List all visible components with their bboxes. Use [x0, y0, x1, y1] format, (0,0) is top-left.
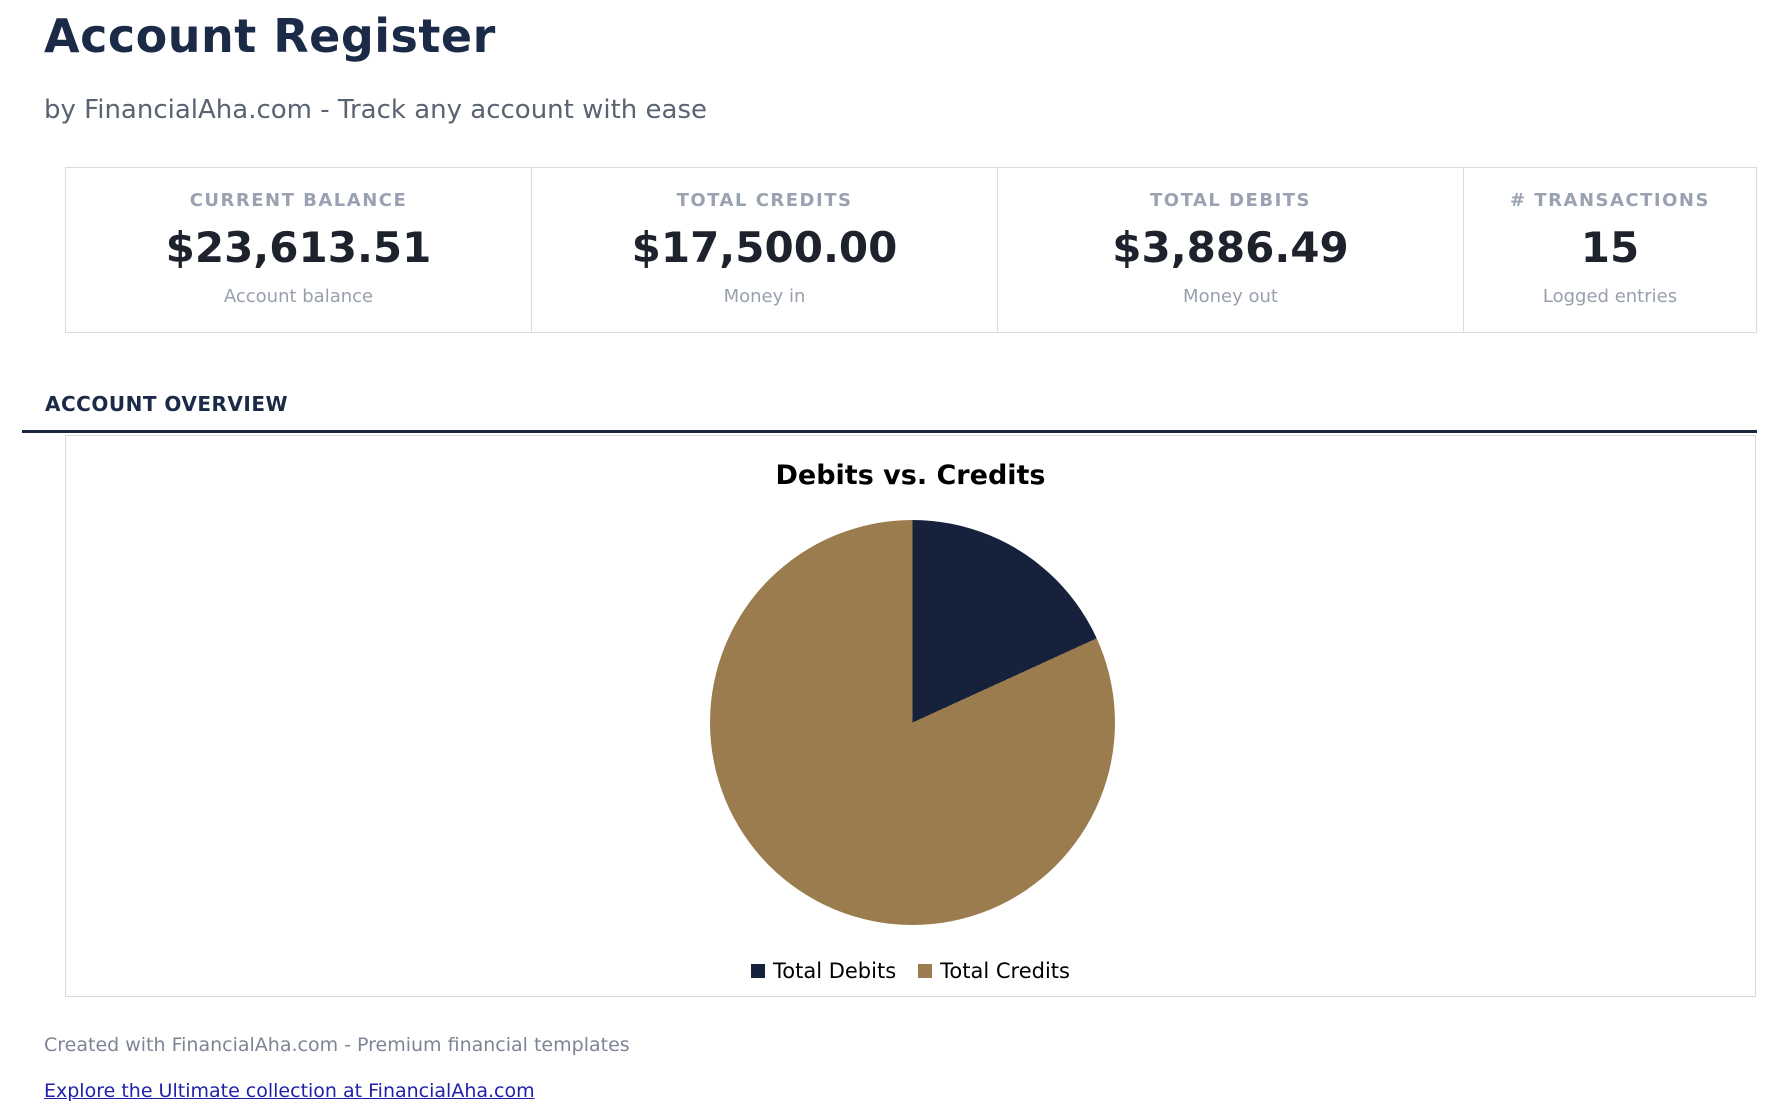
chart-container: Debits vs. Credits Total Debits Total Cr… [65, 435, 1756, 997]
legend-swatch-total-debits [751, 964, 765, 978]
stat-value: $23,613.51 [165, 223, 432, 272]
stat-cards-row: CURRENT BALANCE $23,613.51 Account balan… [65, 167, 1757, 333]
section-title: ACCOUNT OVERVIEW [45, 392, 289, 416]
pie-chart [710, 520, 1115, 925]
legend-item-total-credits: Total Credits [918, 959, 1070, 983]
stat-sublabel: Account balance [223, 286, 374, 307]
stat-sublabel: Logged entries [1542, 286, 1678, 307]
stat-sublabel: Money out [1183, 286, 1278, 307]
legend-label: Total Debits [773, 959, 897, 983]
stat-card-total-credits: TOTAL CREDITS $17,500.00 Money in [532, 168, 998, 332]
chart-legend: Total Debits Total Credits [66, 959, 1755, 983]
legend-item-total-debits: Total Debits [751, 959, 896, 983]
footer-credit-text: Created with FinancialAha.com - Premium … [44, 1034, 630, 1056]
page-title: Account Register [44, 9, 496, 63]
stat-card-total-debits: TOTAL DEBITS $3,886.49 Money out [998, 168, 1464, 332]
stat-value: $17,500.00 [631, 223, 898, 272]
stat-card-transactions: # TRANSACTIONS 15 Logged entries [1464, 168, 1756, 332]
footer-explore-link[interactable]: Explore the Ultimate collection at Finan… [44, 1080, 535, 1102]
legend-swatch-total-credits [918, 964, 933, 978]
stat-label: TOTAL DEBITS [1149, 190, 1312, 211]
stat-value: $3,886.49 [1112, 223, 1349, 272]
stat-value: 15 [1580, 223, 1640, 272]
stat-label: TOTAL CREDITS [676, 190, 853, 211]
page-subtitle: by FinancialAha.com - Track any account … [44, 95, 708, 125]
chart-title: Debits vs. Credits [775, 460, 1046, 491]
stat-label: CURRENT BALANCE [189, 190, 408, 211]
stat-card-current-balance: CURRENT BALANCE $23,613.51 Account balan… [66, 168, 532, 332]
stat-sublabel: Money in [723, 286, 806, 307]
legend-label: Total Credits [940, 959, 1070, 983]
stat-label: # TRANSACTIONS [1510, 190, 1710, 211]
section-header-account-overview: ACCOUNT OVERVIEW [22, 392, 1757, 433]
